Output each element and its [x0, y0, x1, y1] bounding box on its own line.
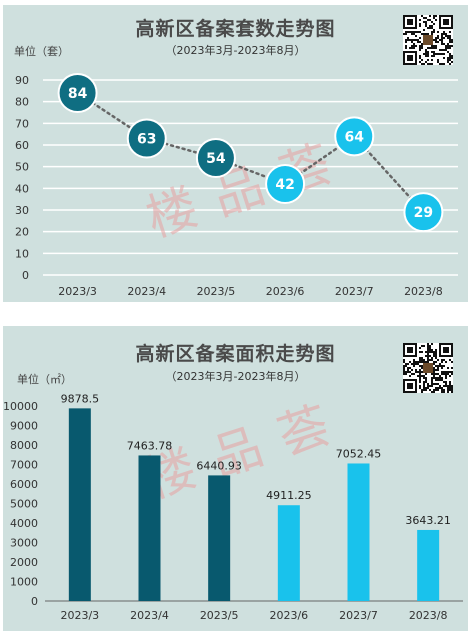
- y-tick-label: 10: [15, 247, 29, 260]
- data-point: [334, 116, 375, 157]
- x-tick-label: 2023/6: [269, 609, 308, 622]
- x-tick-label: 2023/5: [197, 285, 236, 298]
- y-tick-label: 3000: [10, 537, 38, 550]
- y-tick-label: 2000: [10, 556, 38, 569]
- qr-code-icon: [403, 15, 453, 65]
- x-tick-label: 2023/5: [200, 609, 239, 622]
- x-tick-label: 2023/4: [130, 609, 169, 622]
- x-tick-label: 2023/3: [58, 285, 97, 298]
- bar: [277, 505, 300, 601]
- y-tick-label: 90: [15, 74, 29, 87]
- data-point: [195, 138, 236, 178]
- y-tick-label: 10000: [3, 400, 38, 413]
- line-chart: 0102030405060708090楼品荟842023/3632023/454…: [15, 73, 458, 298]
- data-point: [403, 192, 444, 233]
- y-tick-label: 8000: [10, 439, 38, 452]
- data-point: [57, 73, 98, 113]
- x-tick-label: 2023/8: [409, 609, 448, 622]
- bar: [347, 463, 370, 601]
- y-tick-label: 50: [15, 161, 29, 174]
- y-tick-label: 60: [15, 139, 29, 152]
- data-label: 4911.25: [266, 489, 312, 502]
- y-tick-label: 0: [22, 269, 29, 282]
- y-tick-label: 7000: [10, 459, 38, 472]
- y-tick-label: 5000: [10, 498, 38, 511]
- y-tick-label: 80: [15, 96, 29, 109]
- data-label: 54: [206, 151, 226, 167]
- data-label: 63: [137, 132, 156, 148]
- data-point: [126, 118, 167, 159]
- qr-code-icon: [403, 343, 453, 393]
- bar: [208, 475, 231, 601]
- bar: [138, 455, 161, 601]
- chart-subtitle: （2023年3月-2023年8月）: [165, 370, 306, 383]
- data-label: 42: [275, 177, 294, 193]
- data-label: 9878.5: [61, 392, 100, 405]
- y-unit-label: 单位（套）: [14, 45, 69, 58]
- chart-subtitle: （2023年3月-2023年8月）: [165, 44, 306, 57]
- data-label: 7463.78: [127, 439, 173, 452]
- x-tick-label: 2023/7: [339, 609, 378, 622]
- bar: [417, 529, 440, 601]
- y-tick-label: 1000: [10, 576, 38, 589]
- chart-title: 高新区备案套数走势图: [135, 18, 336, 40]
- y-tick-label: 30: [15, 204, 29, 217]
- chart-title: 高新区备案面积走势图: [135, 343, 336, 365]
- bar: [68, 408, 91, 601]
- y-tick-label: 20: [15, 226, 29, 239]
- y-tick-label: 70: [15, 117, 29, 130]
- y-unit-label: 单位（㎡）: [17, 373, 72, 386]
- y-tick-label: 6000: [10, 478, 38, 491]
- y-tick-label: 9000: [10, 420, 38, 433]
- y-tick-label: 0: [31, 595, 38, 608]
- data-label: 3643.21: [405, 514, 451, 527]
- units-trend-panel: 高新区备案套数走势图 （2023年3月-2023年8月） 单位（套） 0 10 20…: [3, 5, 468, 302]
- data-label: 29: [414, 205, 433, 221]
- data-point: [265, 164, 306, 204]
- data-label: 64: [345, 129, 365, 145]
- x-tick-label: 2023/6: [266, 285, 305, 298]
- data-label: 84: [68, 86, 88, 102]
- x-tick-label: 2023/7: [335, 285, 374, 298]
- data-label: 6440.93: [196, 459, 242, 472]
- data-label: 7052.45: [336, 447, 382, 460]
- x-tick-label: 2023/4: [127, 285, 166, 298]
- x-tick-label: 2023/3: [60, 609, 99, 622]
- area-trend-panel: 高新区备案面积走势图 （2023年3月-2023年8月） 单位（㎡） 0 1000…: [3, 326, 468, 631]
- bar-chart: 0 1000 2000 3000 4000 5000 6000 7000 8000 9000 100…: [3, 389, 463, 622]
- y-tick-label: 4000: [10, 517, 38, 530]
- y-tick-label: 40: [15, 182, 29, 195]
- x-tick-label: 2023/8: [404, 285, 443, 298]
